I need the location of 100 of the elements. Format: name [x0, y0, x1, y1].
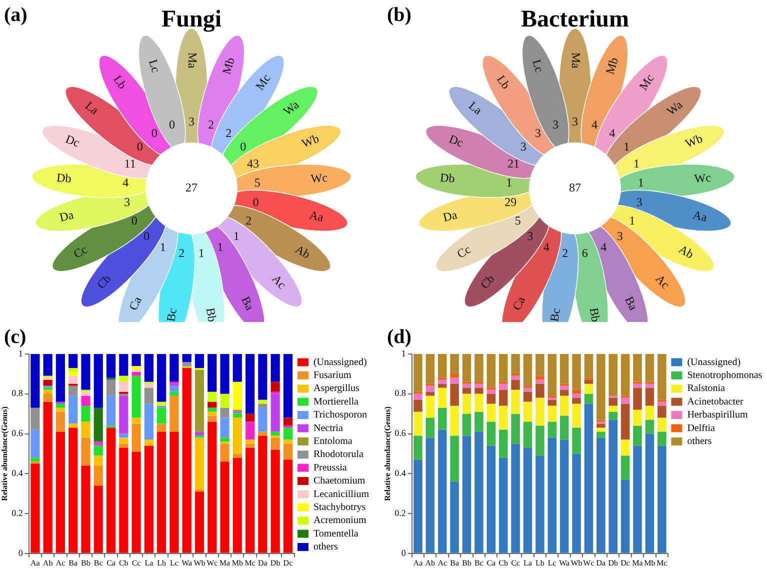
- bar: [536, 380, 544, 384]
- data-label: 4: [591, 117, 598, 132]
- text: Fungi: [161, 6, 222, 33]
- bar: [258, 354, 268, 400]
- bar: [132, 418, 141, 424]
- data-label: 5: [514, 214, 521, 228]
- bar: [523, 402, 532, 422]
- bar: [511, 380, 520, 390]
- data-label: 1: [217, 240, 224, 254]
- text: (c): [4, 326, 26, 348]
- category-label: Wc: [694, 170, 712, 186]
- x-tick-label: Ma: [219, 558, 231, 568]
- bar: [144, 440, 154, 446]
- bar: [106, 428, 116, 553]
- data-label: 0: [136, 139, 143, 154]
- category-label: Ac: [652, 272, 673, 292]
- data-label: 3: [552, 117, 559, 132]
- bar: [68, 424, 78, 428]
- category-label: Da: [442, 208, 460, 224]
- bar: [584, 394, 594, 404]
- bar: [56, 354, 65, 402]
- bar: [132, 376, 141, 418]
- bar: [450, 378, 459, 384]
- bar: [258, 400, 268, 404]
- legend-label: Lecanicillium: [313, 488, 370, 500]
- bar: [486, 390, 496, 394]
- data-label: 1: [624, 139, 630, 154]
- bar: [523, 354, 532, 386]
- bar: [245, 448, 255, 553]
- bar: [560, 416, 569, 440]
- bar: [208, 408, 217, 412]
- x-tick-label: Db: [270, 558, 280, 568]
- x-tick-label: Cb: [118, 558, 128, 568]
- legend-label: others: [313, 542, 338, 553]
- bar: [426, 396, 435, 418]
- bar: [658, 418, 666, 432]
- bar: [270, 394, 280, 432]
- bar: [450, 354, 459, 374]
- x-tick-label: Aa: [413, 558, 424, 568]
- category-label: Ma: [185, 52, 200, 70]
- data-label: 3: [520, 139, 526, 154]
- bar: [633, 426, 642, 446]
- bar: [245, 444, 255, 448]
- x-tick-label: Wb: [570, 558, 582, 568]
- bar: [132, 372, 141, 376]
- data-label: 1: [629, 214, 636, 228]
- category-label: Lc: [530, 58, 547, 74]
- category-label: Ca: [510, 294, 528, 312]
- bar: [119, 438, 128, 444]
- bar: [486, 404, 496, 422]
- data-label: 3: [527, 228, 534, 243]
- bar: [596, 428, 606, 432]
- text: (d): [387, 326, 412, 348]
- y-tick-label: 0.6: [12, 428, 24, 438]
- bar: [572, 354, 581, 390]
- bar: [220, 444, 230, 462]
- bar: [438, 408, 447, 430]
- bar: [572, 454, 581, 553]
- bar: [43, 402, 52, 553]
- bar: [283, 354, 292, 418]
- bar: [548, 354, 557, 396]
- bar: [633, 354, 642, 382]
- bar: [645, 420, 654, 434]
- category-label: Wc: [310, 170, 328, 186]
- data-label: 3: [572, 114, 578, 129]
- bar: [633, 410, 642, 426]
- bar: [81, 354, 90, 390]
- y-tick-label: 0.6: [394, 428, 406, 438]
- legend-label: Stachybotrys: [313, 502, 366, 514]
- category-label: Db: [56, 170, 72, 186]
- bar: [426, 418, 435, 438]
- bar: [414, 400, 422, 412]
- legend-label: Fusarium: [313, 370, 352, 382]
- bar: [258, 404, 268, 408]
- bar: [498, 458, 508, 553]
- data-label: 3: [534, 126, 541, 140]
- x-tick-label: Lc: [170, 558, 179, 568]
- legend-label: Delftia: [687, 422, 716, 434]
- bar: [232, 418, 242, 454]
- x-tick-label: Ca: [486, 558, 496, 568]
- bar: [474, 432, 484, 553]
- y-tick-label: 0.8: [394, 388, 406, 398]
- category-label: Bc: [547, 307, 564, 322]
- bar: [170, 392, 179, 396]
- bar: [208, 402, 217, 408]
- bar: [245, 414, 255, 422]
- bar: [232, 410, 242, 414]
- bar: [232, 414, 242, 418]
- bar: [450, 436, 459, 482]
- bar: [498, 354, 508, 382]
- bar: [474, 388, 484, 394]
- bar: [81, 438, 90, 466]
- y-tick-label: 1: [18, 348, 23, 358]
- data-label: 0: [169, 117, 176, 132]
- category-label: Db: [440, 170, 456, 186]
- bar: [438, 388, 447, 408]
- bar: [620, 456, 630, 480]
- bar: [81, 466, 90, 553]
- bar: [426, 392, 435, 396]
- legend-label: others: [687, 436, 712, 448]
